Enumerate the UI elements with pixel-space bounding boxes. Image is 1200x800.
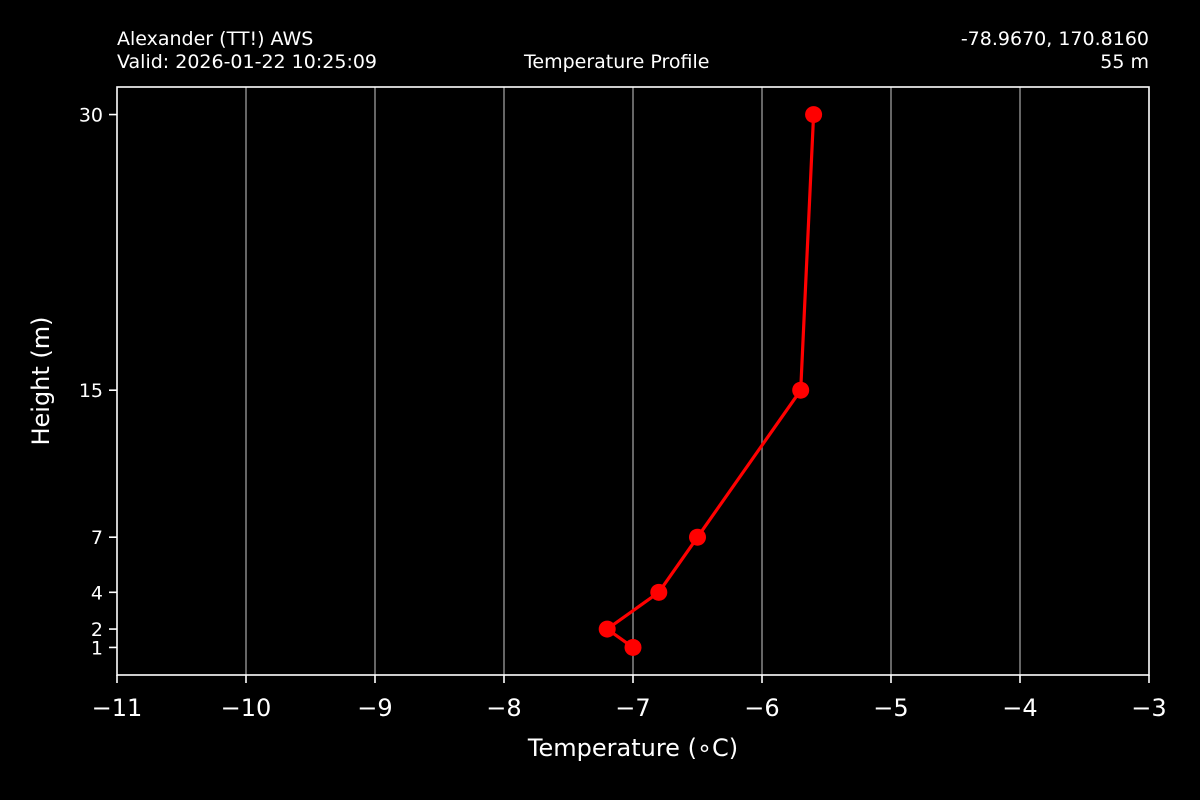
station-coordinates: -78.9670, 170.8160 [960,28,1149,50]
y-axis-label: Height (m) [27,316,55,445]
x-tick-label: −7 [615,694,650,722]
x-tick-label: −8 [486,694,521,722]
data-point [689,528,706,546]
data-point [805,106,823,124]
series-line [605,114,816,649]
data-point [624,638,642,656]
x-tick-label: −4 [1002,694,1037,722]
ticks-layer: −11 −10 −9 −8 −7 −6 −5 −4 −3 12 4 7 15 30 [79,105,1167,722]
x-axis-label: Temperature (∘C) [527,734,738,762]
y-tick-label: 15 [79,380,103,402]
series-layer [598,106,823,656]
data-point [792,381,810,399]
x-tick-label: −11 [92,694,143,722]
y-tick-label: 1 [91,637,103,659]
x-tick-label: −6 [744,694,779,722]
data-point [598,620,616,638]
chart-title: Temperature Profile [524,51,710,73]
x-tick-label: −9 [357,694,392,722]
valid-time: Valid: 2026-01-22 10:25:09 [117,51,378,73]
data-point [650,583,668,601]
x-tick-label: −3 [1131,694,1166,722]
grid-layer [245,87,1021,675]
y-tick-label: 4 [91,582,103,604]
y-tick-label: 2 [91,619,103,641]
y-tick-label: 30 [79,105,103,127]
x-tick-label: −5 [873,694,908,722]
station-elevation: 55 m [1100,51,1149,73]
x-tick-label: −10 [221,694,272,722]
y-tick-label: 7 [91,527,103,549]
station-name: Alexander (TT!) AWS [117,28,314,50]
